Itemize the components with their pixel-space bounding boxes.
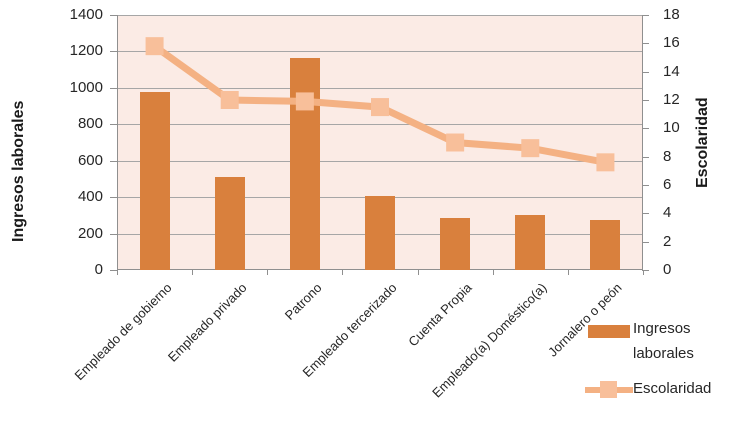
line-marker-6 — [596, 153, 615, 172]
legend-item-escolaridad — [585, 381, 633, 398]
bar-3 — [365, 196, 395, 270]
right-tick-label-0: 0 — [663, 261, 672, 278]
right-tick-mark — [642, 156, 649, 158]
bar-0 — [139, 92, 170, 270]
right-tick-mark — [642, 270, 649, 271]
right-tick-label-18: 18 — [663, 6, 680, 23]
category-tick-mark — [342, 270, 344, 275]
left-tick-mark — [110, 233, 117, 235]
left-axis-title: Ingresos laborales — [10, 100, 27, 242]
left-tick-mark — [110, 15, 117, 16]
left-tick-mark — [110, 160, 117, 162]
gridline — [117, 87, 643, 89]
category-tick-mark — [267, 270, 269, 275]
category-label-4: Cuenta Propia — [405, 280, 475, 350]
legend-item-ingresos-label: Ingresos laborales — [633, 316, 713, 366]
right-tick-label-16: 16 — [663, 34, 680, 52]
right-tick-mark — [642, 241, 649, 243]
category-tick-mark — [567, 270, 569, 275]
category-tick-mark — [417, 270, 419, 275]
gridline — [117, 124, 643, 126]
right-axis-line — [642, 15, 643, 270]
right-tick-mark — [642, 100, 649, 101]
category-tick-mark — [192, 270, 194, 275]
right-tick-mark — [642, 15, 649, 16]
right-tick-label-4: 4 — [663, 204, 672, 222]
right-tick-label-2: 2 — [663, 232, 672, 250]
line-marker-0 — [145, 37, 164, 56]
category-label-0: Empleado de gobierno — [71, 280, 175, 384]
line-marker-4 — [446, 133, 465, 152]
line-marker-3 — [371, 98, 389, 117]
legend-item-escolaridad-label: Escolaridad — [633, 376, 711, 401]
category-tick-mark — [492, 270, 494, 275]
bar-1 — [214, 177, 245, 270]
right-tick-label-6: 6 — [663, 176, 672, 193]
left-tick-label-1400: 1400 — [69, 6, 103, 23]
left-tick-label-600: 600 — [77, 151, 103, 169]
category-tick-mark — [643, 270, 644, 275]
right-axis-title: Escolaridad — [694, 97, 711, 188]
left-tick-label-800: 800 — [77, 115, 103, 133]
left-tick-label-400: 400 — [77, 188, 103, 206]
left-tick-mark — [110, 87, 117, 89]
line-series-swatch — [585, 381, 633, 398]
left-tick-label-200: 200 — [77, 224, 103, 242]
right-tick-mark — [642, 43, 649, 45]
line-marker-2 — [295, 92, 314, 111]
right-tick-mark — [642, 213, 649, 215]
left-tick-label-1200: 1200 — [69, 42, 103, 60]
left-tick-label-0: 0 — [94, 261, 103, 278]
right-tick-label-8: 8 — [663, 147, 672, 165]
legend-label-escolaridad: Escolaridad — [633, 380, 712, 397]
left-tick-label-1000: 1000 — [69, 78, 103, 96]
left-tick-mark — [110, 124, 117, 126]
gridline — [117, 51, 643, 53]
legend-item-ingresos — [588, 325, 630, 338]
category-label-6: Jornalero o peón — [545, 280, 626, 360]
bar-series-swatch — [588, 325, 630, 338]
gridline — [117, 160, 643, 162]
category-label-1: Empleado privado — [164, 280, 250, 365]
right-tick-label-10: 10 — [663, 119, 680, 137]
plot-area — [117, 15, 643, 270]
left-tick-mark — [110, 270, 117, 271]
right-tick-mark — [642, 128, 649, 130]
line-marker-swatch — [600, 381, 617, 398]
escolaridad-line — [145, 37, 615, 172]
left-tick-mark — [110, 197, 117, 199]
right-tick-label-14: 14 — [663, 62, 680, 80]
left-axis-line — [117, 15, 118, 270]
gridline — [117, 15, 643, 16]
category-label-2: Patrono — [281, 280, 325, 323]
right-tick-mark — [642, 71, 649, 73]
bar-5 — [515, 215, 546, 270]
bar-4 — [440, 218, 471, 270]
line-marker-1 — [220, 91, 239, 109]
right-tick-label-12: 12 — [663, 91, 680, 108]
bar-6 — [590, 219, 621, 270]
line-marker-5 — [521, 139, 540, 158]
right-tick-mark — [642, 185, 649, 186]
legend-label-ingresos: Ingresos laborales — [633, 320, 694, 362]
category-tick-mark — [117, 270, 118, 275]
left-tick-mark — [110, 51, 117, 53]
